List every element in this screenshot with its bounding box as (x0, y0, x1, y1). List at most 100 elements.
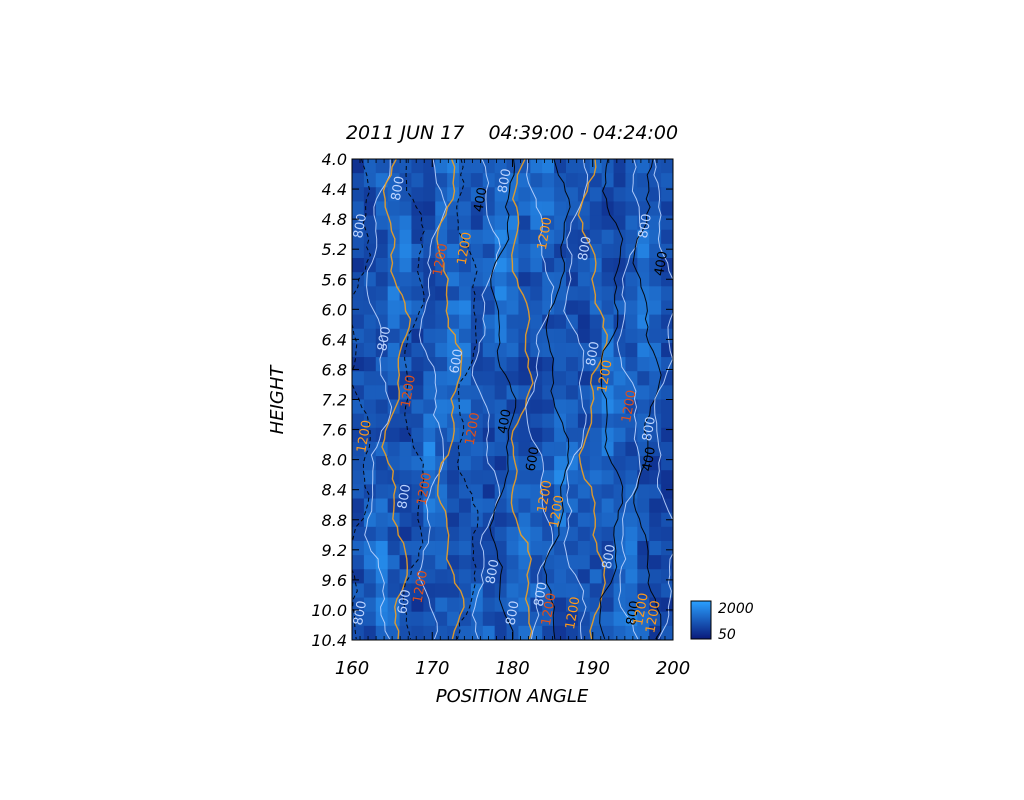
heatmap-cell (577, 540, 591, 556)
heatmap-cell (649, 300, 662, 316)
heatmap-cell (482, 229, 496, 245)
heatmap-cell (637, 258, 650, 273)
contour-label: 1200 (535, 479, 556, 514)
heatmap-cell (613, 357, 627, 372)
heatmap-cell (375, 215, 389, 231)
heatmap-cell (447, 385, 460, 401)
heatmap-cell (399, 498, 413, 514)
heatmap-cell (589, 342, 603, 358)
heatmap-cell (375, 357, 389, 372)
heatmap-cell (661, 243, 673, 259)
heatmap-cell (661, 286, 673, 302)
heatmap-cell (566, 342, 579, 358)
heatmap-cell (494, 427, 508, 443)
heatmap-cell (482, 597, 496, 613)
heatmap-cell (435, 187, 448, 203)
heatmap-cell (506, 215, 520, 231)
heatmap-cell (447, 258, 460, 273)
heatmap-cell (589, 569, 603, 585)
heatmap-cell (542, 229, 555, 245)
heatmap-cell (542, 611, 555, 627)
heatmap-cell (613, 243, 627, 259)
heatmap-cell (613, 229, 627, 245)
heatmap-cell (554, 187, 567, 203)
heatmap-cell (423, 456, 436, 471)
heatmap-cell (423, 385, 436, 401)
heatmap-cell (363, 484, 377, 500)
heatmap-cell (375, 399, 389, 415)
heatmap-cell (530, 569, 543, 585)
heatmap-cell (577, 272, 591, 287)
heatmap-cell (352, 229, 365, 245)
heatmap-cell (566, 597, 579, 613)
y-tick-label: 6.0 (322, 300, 347, 319)
heatmap-cell (506, 229, 520, 245)
heatmap-cell (470, 441, 484, 457)
heatmap-cell (459, 540, 472, 556)
heatmap-cell (352, 159, 365, 174)
heatmap-cell (530, 441, 543, 457)
colorbar-gradient (690, 600, 712, 640)
heatmap-cell (542, 187, 555, 203)
heatmap-cell (649, 611, 662, 627)
heatmap-cell (625, 229, 638, 245)
heatmap-cell (589, 512, 603, 528)
heatmap-cell (494, 597, 508, 613)
heatmap-cell (482, 399, 496, 415)
heatmap-cell (387, 385, 401, 401)
heatmap-cell (542, 512, 555, 528)
heatmap-cell (566, 413, 579, 429)
contour-line (563, 159, 589, 640)
y-axis-ticks: 4.0 4.4 4.8 5.2 5.6 6.0 6.4 6.8 7.2 7.6 8.0 8.4 8.8 9… (311, 150, 673, 650)
contour-line (489, 159, 517, 639)
heatmap-cell (375, 342, 389, 358)
heatmap-cell (387, 427, 401, 443)
heatmap-cell (613, 342, 627, 358)
heatmap-cell (649, 328, 662, 344)
heatmap-cell (518, 371, 531, 386)
heatmap-cell (482, 385, 496, 401)
heatmap-cell (542, 625, 555, 640)
heatmap-cell (637, 357, 650, 372)
heatmap-cell (375, 328, 389, 344)
heatmap-cell (649, 498, 662, 514)
heatmap-cell (554, 342, 567, 358)
heatmap-cell (637, 427, 650, 443)
heatmap-cell (649, 243, 662, 259)
heatmap-cell (411, 272, 424, 287)
y-tick-label: 4.8 (322, 210, 347, 229)
x-tick-label: 170 (415, 658, 449, 679)
heatmap-cell (352, 314, 365, 330)
heatmap-cell (530, 300, 543, 316)
heatmap-cell (649, 286, 662, 302)
heatmap-cell (375, 286, 389, 302)
contour-label: 1200 (619, 389, 640, 424)
heatmap-cell (625, 441, 638, 457)
contour-line (456, 159, 479, 640)
heatmap-cell (459, 611, 472, 627)
heatmap-cell (411, 173, 424, 188)
heatmap-cell (399, 258, 413, 273)
heatmap-cell (363, 173, 377, 188)
heatmap-cell (661, 597, 673, 613)
contour-label: 800 (389, 175, 408, 202)
heatmap-cell (518, 512, 531, 528)
heatmap-cell (613, 385, 627, 401)
heatmap-cell (518, 625, 531, 640)
heatmap-cell (542, 456, 555, 471)
heatmap-cell (566, 427, 579, 443)
heatmap-cell (518, 427, 531, 443)
heatmap-cell (566, 173, 579, 188)
heatmap-cell (459, 201, 472, 217)
heatmap-cell (494, 314, 508, 330)
heatmap-cell (613, 526, 627, 542)
heatmap-cell (387, 611, 401, 627)
heatmap-cell (625, 625, 638, 640)
heatmap-cell (601, 540, 615, 556)
heatmap-cell (530, 286, 543, 302)
heatmap-cell (375, 173, 389, 188)
heatmap-cell (387, 286, 401, 302)
heatmap-cell (352, 611, 365, 627)
heatmap-cell (447, 300, 460, 316)
heatmap-cell (411, 187, 424, 203)
